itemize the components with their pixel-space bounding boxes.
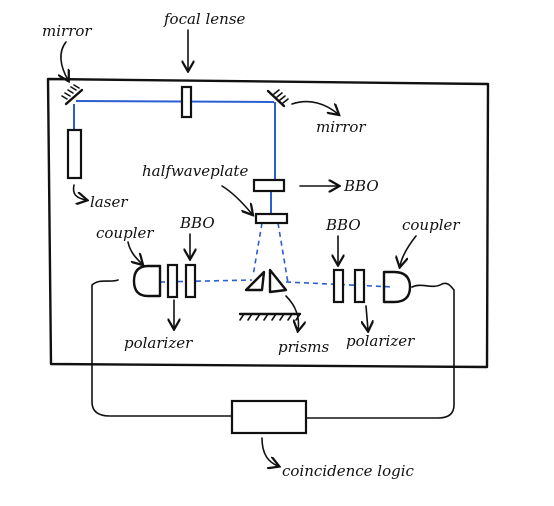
label-coincidence-logic: coincidence logic [282, 462, 415, 480]
label-mirror-right: mirror [316, 118, 366, 136]
arrow-polarizer-right [366, 305, 368, 330]
label-halfwaveplate: halfwaveplate [142, 162, 248, 180]
bbo-crystal-main [252, 178, 286, 193]
arrow-coupler-left [127, 241, 142, 264]
halfwaveplate [254, 212, 289, 225]
label-laser: laser [90, 193, 128, 211]
coincidence-logic-box [230, 399, 308, 435]
beam-left-arm [159, 279, 253, 283]
prisms [238, 268, 302, 321]
polarizer-right [353, 268, 366, 304]
arrow-prisms [285, 295, 299, 330]
focal-lense [180, 85, 193, 119]
label-bbo-left: BBO [179, 214, 215, 232]
bbo-left-element [184, 263, 197, 299]
arrow-mirror-top-left [61, 41, 68, 80]
arrow-coincidence-logic [261, 437, 278, 466]
label-coupler-right: coupler [402, 216, 460, 234]
polarizer-left [166, 263, 179, 299]
laser [66, 128, 83, 180]
label-prisms: prisms [278, 338, 329, 356]
cable-left [91, 279, 233, 417]
arrow-mirror-right [291, 100, 338, 114]
beam-cone-right [277, 222, 289, 284]
bbo-right-element [332, 268, 345, 304]
cable-right [305, 282, 455, 419]
label-polarizer-left: polarizer [124, 334, 193, 352]
beam-top [75, 100, 275, 103]
optical-table-frame [46, 77, 490, 369]
mirror-right [266, 89, 289, 108]
label-bbo-right: BBO [325, 216, 361, 234]
arrow-laser [72, 184, 87, 200]
label-polarizer-right: polarizer [346, 332, 415, 350]
coupler-right [382, 270, 412, 304]
mirror-top-left [61, 84, 84, 106]
arrow-halfwaveplate [221, 185, 252, 214]
beam-cone-left [252, 222, 263, 277]
label-coupler-left: coupler [96, 224, 154, 242]
label-bbo-main: BBO [343, 177, 379, 195]
arrow-coupler-right [400, 235, 417, 266]
label-focal-lense: focal lense [163, 10, 246, 28]
label-mirror-top-left: mirror [42, 22, 92, 40]
coupler-left [132, 264, 162, 298]
